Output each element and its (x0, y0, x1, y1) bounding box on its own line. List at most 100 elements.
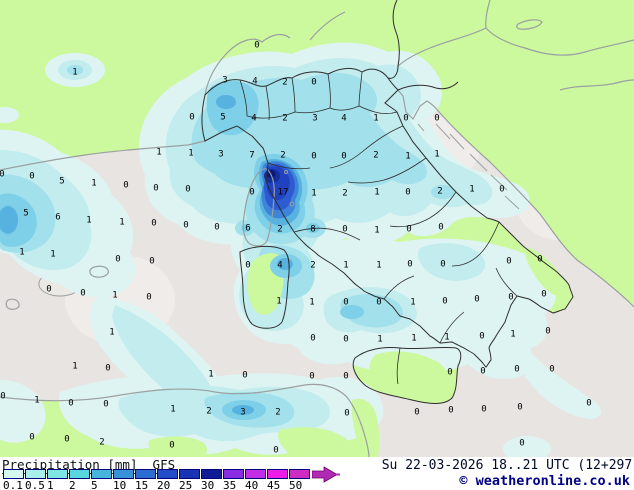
precip-value: 0 (447, 368, 452, 378)
precip-value: 1 (34, 396, 39, 406)
precip-value: 0 (183, 221, 188, 231)
legend-scale-label: 2 (69, 479, 76, 490)
precip-value: 0 (29, 433, 34, 443)
precip-value: 0 (115, 255, 120, 265)
precip-value: 0 (311, 152, 316, 162)
precip-value: 6 (55, 213, 60, 223)
precip-value: 0 (506, 257, 511, 267)
precip-value: 0 (151, 219, 156, 229)
legend-swatch (47, 469, 68, 479)
legend-model: GFS (152, 457, 176, 472)
precip-value: 2 (280, 151, 285, 161)
precip-value: 0 (407, 260, 412, 270)
precip-value: 0 (508, 293, 513, 303)
precip-value: 0 (481, 405, 486, 415)
land-noprecip-patches (27, 248, 565, 457)
precip-value: 0 (68, 399, 73, 409)
legend-bar: Precipitation [mm] GFS 0.1 0.5 1 2 5 10 15 20 25… (0, 457, 634, 490)
precip-value: 3 (312, 114, 317, 124)
precip-value: 1 (156, 148, 161, 158)
legend-scale-label: 40 (245, 479, 259, 490)
precip-value: 0 (438, 223, 443, 233)
borders-dark (201, 0, 574, 404)
precip-value: 1 (208, 370, 213, 380)
border-slovenia (387, 0, 400, 79)
precip-value-layer: 013 4 2 00 5 4 2 3 4 1 0 01 1 3 7 2 0 0 2 1 10 0 5 1 0 0 0 0 17 1 2 1 0 2… (0, 41, 592, 456)
legend-swatch (3, 469, 24, 479)
precip-value: 0 (541, 290, 546, 300)
precip-value: 5 (220, 113, 225, 123)
forecast-datetime: Su 22-03-2026 18..21 UTC (12+297) (381, 458, 634, 473)
land-europe (0, 0, 634, 307)
legend-scale-label: 15 (135, 479, 149, 490)
precip-value: 0 (344, 409, 349, 419)
precip-value: 0 (343, 372, 348, 382)
legend-scale-label: 30 (201, 479, 215, 490)
precip-value: 0 (403, 114, 408, 124)
precip-value: 17 (278, 188, 289, 198)
precip-value: 0 (341, 152, 346, 162)
borders-balkans-grey (485, 0, 634, 56)
precip-value: 2 (277, 225, 282, 235)
precip-value: 6 (245, 224, 250, 234)
precip-value: 1 (309, 298, 314, 308)
precip-value: 1 (170, 405, 175, 415)
precip-value: 0 (169, 441, 174, 451)
precip-value: 0 (517, 403, 522, 413)
coast-france (0, 140, 206, 171)
legend-swatch (267, 469, 288, 479)
island-ibiza (5, 298, 20, 310)
precip-value: 1 (510, 330, 515, 340)
coast-africa (0, 383, 370, 457)
legend-swatch (25, 469, 46, 479)
precip-value: 2 (275, 408, 280, 418)
legend-scale-label: 50 (289, 479, 303, 490)
legend-units: [mm] (107, 457, 138, 472)
precip-value: 1 (410, 298, 415, 308)
map-svg: 013 4 2 00 5 4 2 3 4 1 0 01 1 3 7 2 0 0 2 1 10 0 5 1 0 0 0 0 17 1 2 1 0 2… (0, 0, 634, 457)
precip-value: 2 (310, 261, 315, 271)
precip-value: 0 (80, 289, 85, 299)
legend-swatch (201, 469, 222, 479)
precip-value: 0 (343, 335, 348, 345)
outline-sardinia (239, 245, 290, 329)
precip-value: 1 (311, 189, 316, 199)
precip-value: 3 (222, 76, 227, 86)
precip-value: 0 (311, 78, 316, 88)
precip-value: 0 (499, 185, 504, 195)
scale-overflow-arrow (312, 466, 340, 483)
precip-value: 0 (245, 261, 250, 271)
precip-value: 0 (442, 297, 447, 307)
legend-swatch (245, 469, 266, 479)
precip-value: 8 (310, 225, 315, 235)
legend-swatch (91, 469, 112, 479)
outline-italy (201, 67, 574, 368)
precip-value: 0 (185, 185, 190, 195)
region-borders (239, 71, 518, 385)
precip-value: 2 (282, 114, 287, 124)
legend-scale-label: 35 (223, 479, 237, 490)
croatian-islands (284, 123, 520, 210)
precip-value: 0 (242, 371, 247, 381)
precip-value: 0 (514, 365, 519, 375)
precip-value: 2 (206, 407, 211, 417)
precip-value: 1 (72, 362, 77, 372)
precip-value: 1 (377, 335, 382, 345)
precip-value: 2 (437, 187, 442, 197)
precip-value: 1 (444, 333, 449, 343)
map-region: 0 1 3 4 2 0 0 5 4 2 3 4 1 0 0 1 1 3 7 2 0 0 2 1 1 0 0 5 1 0 0 0 0 17 1 2 1 0 2… (0, 0, 634, 457)
precip-value: 0 (64, 435, 69, 445)
legend-scale-label: 5 (91, 479, 98, 490)
precip-value: 0 (342, 225, 347, 235)
precip-value: 0 (214, 223, 219, 233)
legend-swatch (135, 469, 156, 479)
precip-value: 0 (549, 365, 554, 375)
precip-value: 0 (0, 392, 5, 402)
precip-value: 0 (0, 170, 5, 180)
precip-value: 0 (29, 172, 34, 182)
legend-scale-label: 0.1 (3, 479, 23, 490)
precip-value: 1 (343, 261, 348, 271)
precip-value: 0 (254, 41, 259, 51)
precip-value: 1 (50, 250, 55, 260)
